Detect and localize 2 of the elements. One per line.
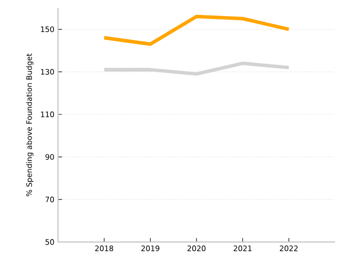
line-series bbox=[102, 62, 291, 76]
line-series bbox=[102, 14, 291, 46]
